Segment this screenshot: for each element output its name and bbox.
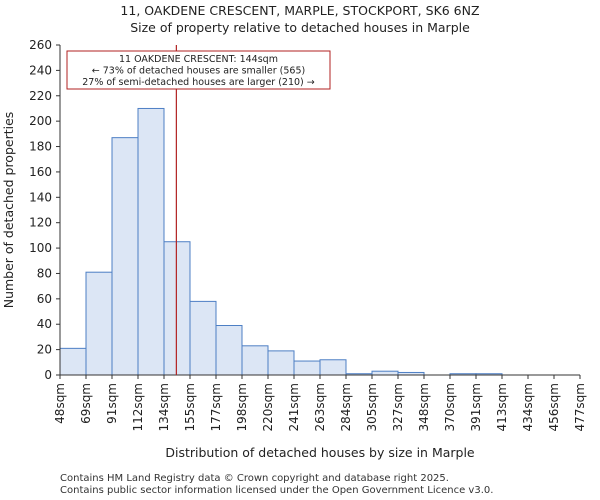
histogram-bar xyxy=(319,359,347,376)
y-tick-label: 40 xyxy=(37,317,52,331)
x-tick-label: 241sqm xyxy=(287,383,301,431)
x-axis-label: Distribution of detached houses by size … xyxy=(165,445,475,460)
histogram-bar xyxy=(189,300,217,376)
y-tick-label: 100 xyxy=(29,241,52,255)
histogram-bar xyxy=(111,137,139,376)
y-axis-label: Number of detached properties xyxy=(1,112,16,309)
y-tick-label: 260 xyxy=(29,38,52,52)
annotation-text: 27% of semi-detached houses are larger (… xyxy=(82,77,315,88)
histogram-bar xyxy=(163,241,191,376)
licence-notice: Contains public sector information licen… xyxy=(60,485,494,496)
x-tick-label: 155sqm xyxy=(183,383,197,431)
y-tick-label: 0 xyxy=(44,368,52,382)
y-tick-label: 80 xyxy=(37,266,52,280)
y-tick-label: 140 xyxy=(29,190,52,204)
annotation-box xyxy=(66,50,331,90)
x-tick-label: 370sqm xyxy=(443,383,457,431)
histogram-bar xyxy=(293,360,321,376)
x-tick-label: 220sqm xyxy=(261,383,275,431)
x-tick-label: 91sqm xyxy=(105,383,119,424)
x-tick-label: 391sqm xyxy=(469,383,483,431)
y-tick-label: 120 xyxy=(29,216,52,230)
x-tick-label: 413sqm xyxy=(495,383,509,431)
histogram-bar xyxy=(85,271,113,376)
x-tick-label: 134sqm xyxy=(157,383,171,431)
y-tick-label: 240 xyxy=(29,63,52,77)
annotation-text: 11 OAKDENE CRESCENT: 144sqm xyxy=(119,54,278,65)
x-tick-label: 327sqm xyxy=(391,383,405,431)
y-tick-label: 60 xyxy=(37,292,52,306)
x-tick-label: 112sqm xyxy=(131,383,145,431)
y-tick-label: 180 xyxy=(29,140,52,154)
x-tick-label: 284sqm xyxy=(339,383,353,431)
x-tick-label: 477sqm xyxy=(573,383,587,431)
y-tick-label: 160 xyxy=(29,165,52,179)
copyright-notice: Contains HM Land Registry data © Crown c… xyxy=(60,473,449,484)
histogram-bar xyxy=(241,345,269,376)
histogram-bar xyxy=(267,350,295,376)
y-tick-label: 200 xyxy=(29,114,52,128)
histogram-bar xyxy=(59,347,87,376)
chart-subtitle: Size of property relative to detached ho… xyxy=(130,20,470,35)
histogram-bar xyxy=(137,107,165,376)
x-tick-label: 48sqm xyxy=(53,383,67,424)
x-tick-label: 305sqm xyxy=(365,383,379,431)
x-tick-label: 263sqm xyxy=(313,383,327,431)
annotation-text: ← 73% of detached houses are smaller (56… xyxy=(92,66,305,77)
x-tick-label: 348sqm xyxy=(417,383,431,431)
x-tick-label: 177sqm xyxy=(209,383,223,431)
y-tick-label: 220 xyxy=(29,89,52,103)
y-tick-label: 20 xyxy=(37,343,52,357)
histogram-bar xyxy=(371,370,399,376)
x-tick-label: 434sqm xyxy=(521,383,535,431)
histogram-bar xyxy=(215,325,243,376)
x-tick-label: 198sqm xyxy=(235,383,249,431)
x-tick-label: 69sqm xyxy=(79,383,93,424)
chart-title: 11, OAKDENE CRESCENT, MARPLE, STOCKPORT,… xyxy=(120,3,480,18)
x-tick-label: 456sqm xyxy=(547,383,561,431)
